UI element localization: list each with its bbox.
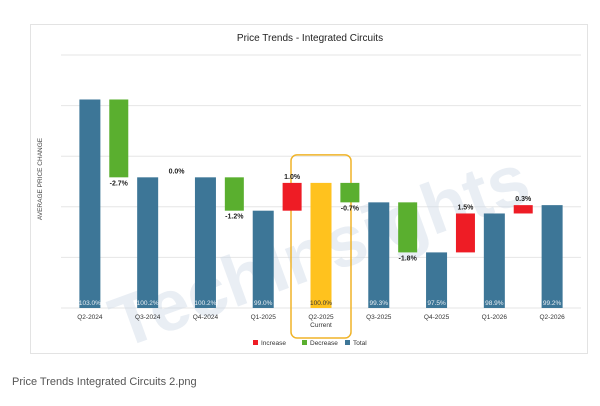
image-caption: Price Trends Integrated Circuits 2.png	[12, 376, 197, 388]
total-value-label: 98.9%	[485, 300, 504, 307]
legend-label-increase: Increase	[261, 340, 286, 347]
current-highlight-frame	[290, 154, 352, 339]
y-axis-label: AVERAGE PRICE CHANGE	[37, 137, 44, 220]
total-value-label: 100.0%	[310, 300, 332, 307]
total-bar-q4-2024	[194, 177, 216, 308]
data-labels: 103.0% 100.2% 100.2% 99.0% 100.0% 99.3% 97.5% 9…	[79, 168, 562, 307]
change-value-label: 0.0%	[169, 168, 186, 175]
x-tick-label: Q2-2024	[77, 314, 103, 321]
legend: Increase Decrease Total	[253, 340, 367, 347]
decrease-bar	[398, 202, 418, 253]
x-tick-label: Q1-2025	[251, 314, 277, 321]
increase-bar	[513, 205, 533, 214]
total-bar-q2-2025	[310, 182, 332, 308]
increase-bar	[282, 182, 302, 211]
total-bar-q1-2025	[252, 210, 274, 308]
x-tick-label: Q2-2026	[539, 314, 565, 321]
total-bar-q4-2025	[426, 252, 448, 308]
decrease-bar	[340, 182, 360, 203]
total-value-label: 103.0%	[79, 300, 101, 307]
bars	[79, 99, 563, 339]
current-label: Current	[310, 322, 332, 329]
change-value-label: -1.2%	[225, 214, 244, 221]
change-value-label: 1.5%	[457, 204, 474, 211]
decrease-bar	[224, 177, 244, 211]
total-bar-q3-2025	[368, 202, 390, 308]
total-value-label: 100.2%	[194, 300, 216, 307]
chart-frame: TechInsights 103.0% 100.2% 100.2% 99.0% 100.…	[30, 24, 588, 355]
total-bar-q1-2026	[483, 213, 505, 308]
total-value-label: 99.0%	[254, 300, 273, 307]
x-tick-label: Q1-2026	[482, 314, 508, 321]
total-value-label: 99.2%	[543, 300, 562, 307]
total-value-label: 100.2%	[137, 300, 159, 307]
legend-swatch-increase	[253, 340, 258, 345]
x-tick-label: Q4-2024	[193, 314, 219, 321]
total-value-label: 99.3%	[370, 300, 389, 307]
change-value-label: -2.7%	[110, 180, 129, 187]
x-tick-label: Q2-2025	[308, 314, 334, 321]
x-axis: Q2-2024 Q3-2024 Q4-2024 Q1-2025 Q2-2025Curre…	[77, 314, 565, 329]
chart-title: Price Trends - Integrated Circuits	[237, 33, 383, 44]
legend-swatch-total	[345, 340, 350, 345]
legend-label-total: Total	[353, 340, 367, 347]
x-tick-label: Q3-2024	[135, 314, 161, 321]
total-bar-q3-2024	[137, 177, 159, 308]
x-tick-label: Q4-2025	[424, 314, 450, 321]
change-value-label: -0.7%	[341, 205, 360, 212]
total-bar-q2-2026	[541, 205, 563, 308]
increase-bar	[455, 213, 475, 253]
legend-label-decrease: Decrease	[310, 340, 338, 347]
change-value-label: 0.3%	[515, 196, 532, 203]
legend-swatch-decrease	[302, 340, 307, 345]
total-bar-q2-2024	[79, 99, 101, 308]
change-value-label: 1.0%	[284, 174, 301, 181]
decrease-bar	[109, 99, 129, 178]
waterfall-chart: TechInsights 103.0% 100.2% 100.2% 99.0% 100.…	[37, 33, 581, 355]
change-value-label: -1.8%	[399, 255, 418, 262]
x-tick-label: Q3-2025	[366, 314, 392, 321]
total-value-label: 97.5%	[427, 300, 446, 307]
